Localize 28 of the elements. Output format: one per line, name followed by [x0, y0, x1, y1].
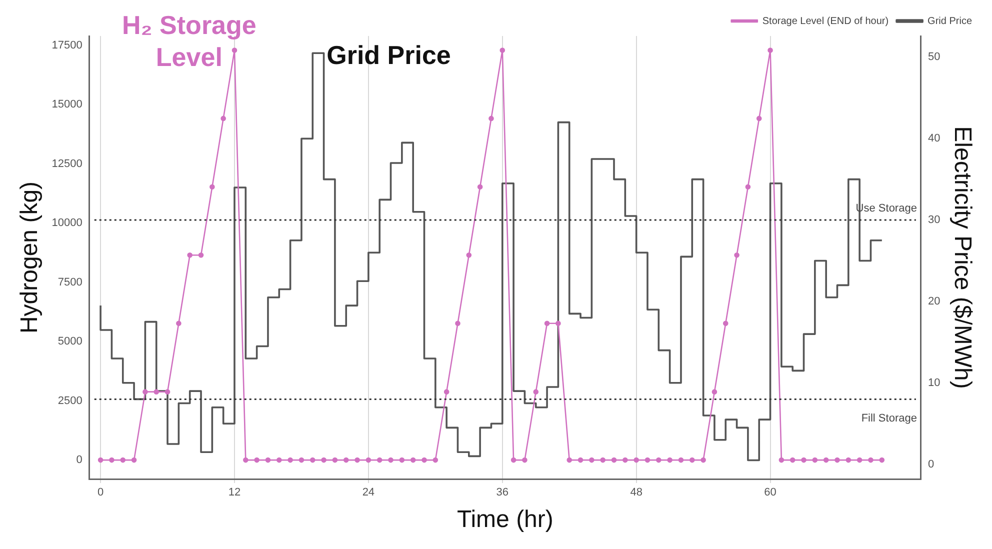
- y2-axis-title: Electricity Price ($/MWh): [948, 126, 976, 389]
- y-tick-label: 0: [76, 454, 82, 466]
- y2-tick-label: 40: [928, 132, 940, 145]
- x-tick-label: 48: [630, 486, 642, 499]
- y-tick-label: 2500: [58, 394, 82, 407]
- legend-label: Storage Level (END of hour): [762, 16, 889, 27]
- legend-label: Grid Price: [928, 16, 972, 27]
- x-tick-label: 24: [362, 486, 375, 499]
- y-tick-label: 5000: [58, 336, 82, 348]
- x-tick-label: 36: [496, 486, 509, 499]
- x-tick-label: 60: [764, 486, 776, 499]
- y2-tick-label: 0: [928, 458, 934, 470]
- y2-tick-label: 10: [928, 376, 940, 389]
- y-tick-label: 17500: [52, 40, 82, 52]
- x-axis-title: Time (hr): [456, 506, 554, 534]
- y-tick-label: 10000: [52, 217, 82, 230]
- y-axis-title: Hydrogen (kg): [16, 181, 44, 334]
- ref-line-label: Fill Storage: [861, 412, 917, 425]
- y-tick-label: 12500: [52, 158, 82, 170]
- y2-tick-label: 50: [928, 51, 940, 64]
- y2-tick-label: 30: [928, 214, 940, 226]
- x-tick-label: 12: [228, 486, 241, 499]
- annotation: Grid Price: [326, 40, 451, 70]
- y-tick-label: 7500: [58, 276, 82, 288]
- y2-tick-label: 20: [928, 296, 940, 308]
- y-tick-label: 15000: [52, 98, 82, 111]
- x-tick-label: 0: [97, 486, 104, 499]
- annotation: H₂ Storage Level: [122, 10, 256, 72]
